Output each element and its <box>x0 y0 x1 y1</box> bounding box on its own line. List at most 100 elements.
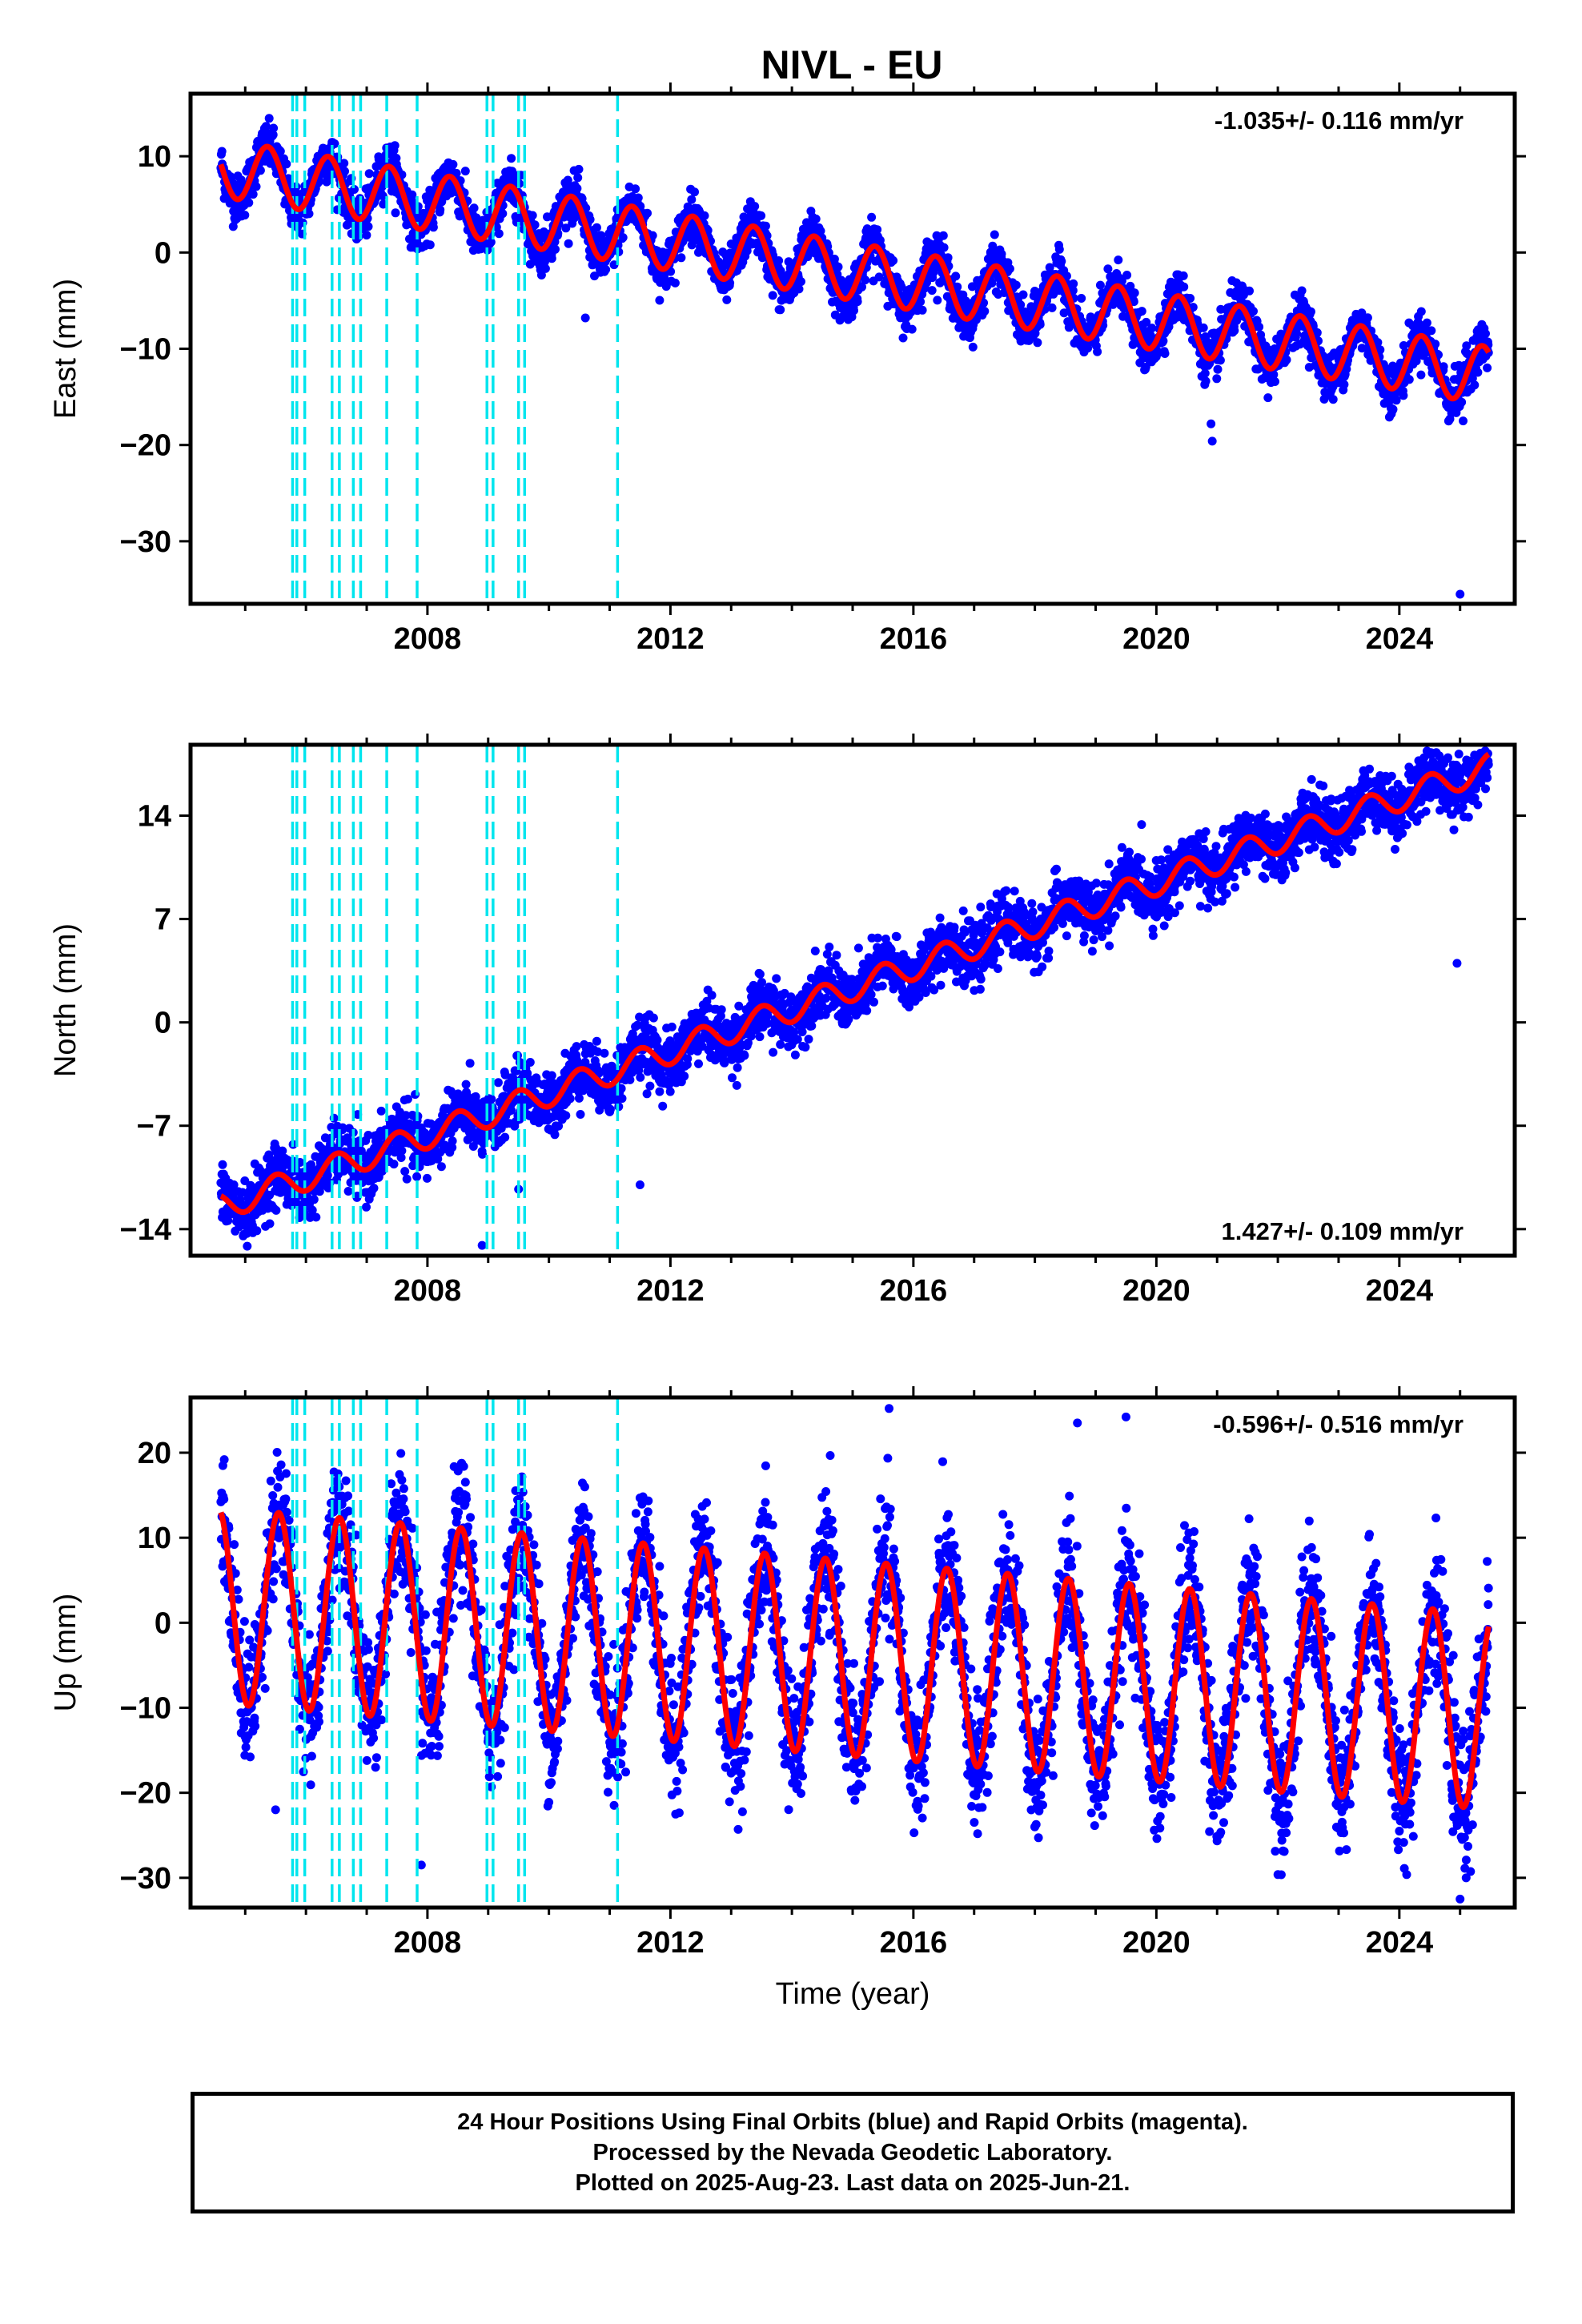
data-point <box>1306 307 1315 316</box>
x-tick-label: 2008 <box>394 622 462 656</box>
data-point <box>564 239 573 248</box>
data-point <box>655 296 665 305</box>
data-point <box>243 1241 252 1251</box>
data-point <box>898 333 908 343</box>
plot-title: NIVL - EU <box>761 42 943 87</box>
outlier-point <box>1207 419 1216 428</box>
data-point <box>507 154 516 163</box>
x-tick-label: 2024 <box>1366 622 1434 656</box>
data-point <box>916 297 926 307</box>
data-point <box>269 123 279 133</box>
data-point <box>1057 256 1066 266</box>
data-point <box>551 244 560 254</box>
data-point <box>408 190 417 199</box>
data-point <box>1114 255 1123 265</box>
data-point <box>217 147 227 156</box>
data-point <box>1095 280 1105 290</box>
x-tick-label: 2016 <box>880 622 948 656</box>
data-point <box>857 282 866 292</box>
data-point <box>933 296 942 305</box>
data-point <box>547 254 556 263</box>
data-point <box>1186 294 1195 303</box>
data-point <box>1059 308 1069 318</box>
data-point <box>376 1106 386 1116</box>
data-point <box>275 147 285 156</box>
data-point <box>951 271 961 281</box>
data-point <box>1093 347 1102 356</box>
data-point <box>1416 307 1426 316</box>
data-point <box>1069 279 1078 288</box>
data-point <box>1122 271 1132 279</box>
data-point <box>486 237 496 247</box>
data-point <box>1263 393 1273 403</box>
data-point <box>725 278 735 287</box>
data-point <box>811 214 821 223</box>
data-point <box>1422 318 1431 328</box>
data-point <box>500 1132 510 1142</box>
data-point <box>218 1160 227 1169</box>
data-point <box>953 282 962 292</box>
y-tick-label: 0 <box>155 236 171 270</box>
data-point <box>240 211 250 220</box>
data-point <box>342 220 351 230</box>
data-point <box>425 240 435 250</box>
data-point <box>683 202 693 211</box>
data-point <box>874 272 884 282</box>
data-point <box>677 253 686 263</box>
data-point <box>343 1187 353 1196</box>
data-point <box>648 231 657 240</box>
data-point <box>369 1184 379 1193</box>
data-point <box>1018 290 1028 300</box>
data-point <box>255 166 265 175</box>
data-point <box>452 168 461 178</box>
data-point <box>311 1212 321 1222</box>
data-point <box>1404 375 1414 384</box>
data-point <box>478 1149 487 1159</box>
data-point <box>631 184 640 194</box>
data-point <box>448 1136 457 1146</box>
data-point <box>1271 377 1279 386</box>
data-point <box>536 271 546 279</box>
data-point <box>867 212 877 222</box>
data-point <box>460 167 470 176</box>
data-point <box>423 1173 432 1183</box>
data-point <box>1215 356 1225 365</box>
data-point <box>987 279 997 287</box>
data-point <box>487 1094 496 1104</box>
data-point <box>436 1162 446 1172</box>
data-point <box>988 241 998 251</box>
data-point <box>690 187 699 197</box>
data-point <box>1160 349 1170 358</box>
data-point <box>493 1078 503 1088</box>
outlier-point <box>1459 416 1468 426</box>
data-point <box>1230 326 1239 336</box>
data-point <box>757 211 766 220</box>
data-point <box>469 203 479 213</box>
data-point <box>1255 322 1264 332</box>
data-point <box>938 231 948 240</box>
data-point <box>1054 244 1064 254</box>
data-point <box>797 277 805 287</box>
data-point <box>1142 317 1151 327</box>
data-point <box>1103 264 1113 274</box>
data-point <box>687 195 697 204</box>
data-point <box>1130 288 1139 298</box>
data-point <box>362 1202 371 1212</box>
data-point <box>498 209 508 219</box>
data-point <box>643 208 652 218</box>
data-point <box>816 226 825 235</box>
outlier-point <box>1207 436 1217 446</box>
x-tick-label: 2020 <box>1122 622 1191 656</box>
data-point <box>389 1160 399 1169</box>
data-point <box>465 1059 475 1068</box>
data-point <box>861 275 870 285</box>
data-point <box>1457 397 1467 407</box>
data-point <box>436 205 445 215</box>
data-point <box>968 342 978 352</box>
data-point <box>1083 344 1093 353</box>
data-point <box>1178 271 1188 280</box>
data-point <box>917 305 927 315</box>
data-point <box>1179 282 1189 292</box>
data-point <box>364 169 374 179</box>
